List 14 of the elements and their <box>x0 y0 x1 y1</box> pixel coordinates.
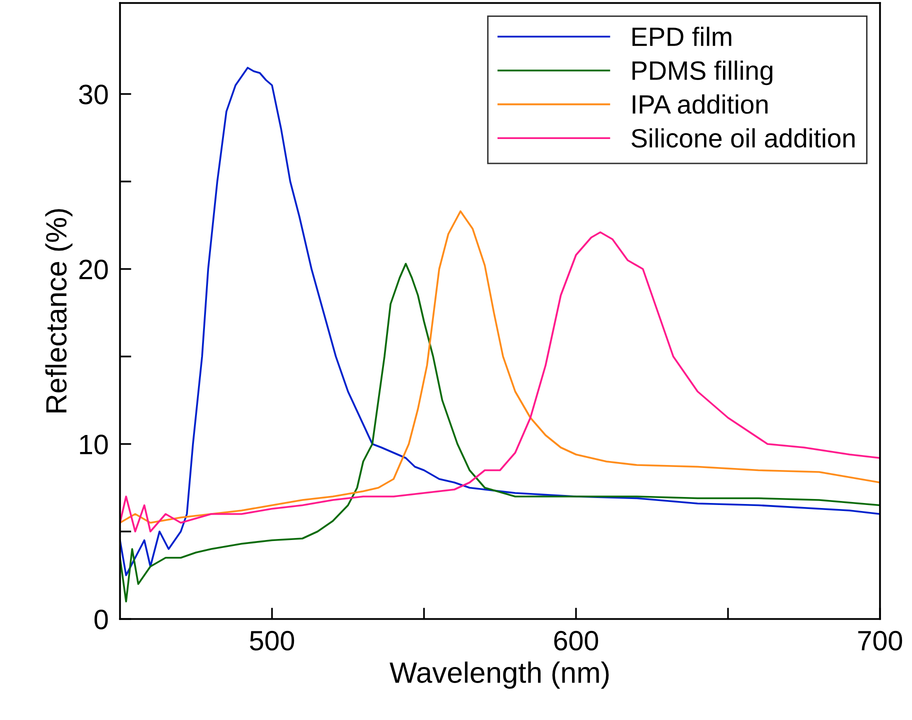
line-series <box>120 262 880 602</box>
y-tick-label: 0 <box>94 610 108 630</box>
legend-label: Silicone oil addition <box>632 128 855 148</box>
y-tick-label: 30 <box>79 84 108 104</box>
y-tick-label: 10 <box>80 434 108 454</box>
x-tick-label: 600 <box>554 630 598 651</box>
legend-label: EPD film <box>632 26 732 46</box>
legend-label: PDMS filling <box>632 60 772 86</box>
y-axis-title: Reflectance (%) <box>45 209 72 412</box>
x-tick-label: 700 <box>858 630 902 651</box>
y-tick-label: 20 <box>79 260 108 280</box>
x-tick-label: 500 <box>250 630 294 651</box>
x-axis-title: Wavelength (nm) <box>390 662 609 689</box>
legend-label: IPA addition <box>632 94 768 114</box>
